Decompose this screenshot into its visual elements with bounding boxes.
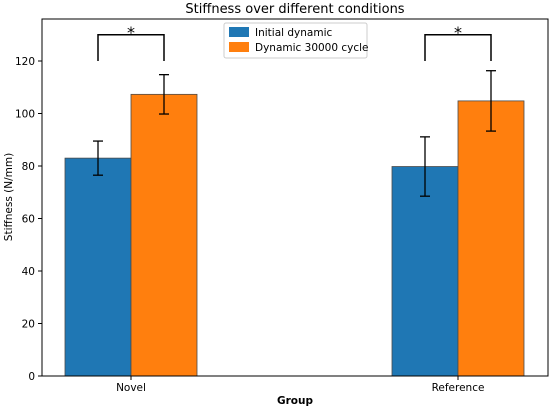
legend-box [223, 22, 368, 59]
legend-swatch-dynamic-30000-cycle [229, 42, 249, 52]
x-tick-label: Reference [432, 382, 485, 394]
significance-bracket [97, 34, 165, 61]
y-tick-label: 80 [22, 161, 35, 173]
significance-star: * [127, 23, 135, 42]
plot-area: 0 20 40 60 80 100 120 Novel Reference * * [15, 23, 525, 394]
bar-initial-dynamic-reference [391, 166, 459, 377]
bar-dynamic-30000-cycle-reference [457, 100, 525, 377]
y-tick-label: 40 [22, 266, 35, 278]
y-tick-label: 20 [22, 319, 35, 331]
bar-initial-dynamic-novel [64, 157, 132, 377]
y-tick-label: 60 [22, 214, 35, 226]
y-tick-label: 120 [15, 56, 35, 68]
y-tick-label: 100 [15, 109, 35, 121]
legend-label-dynamic-30000-cycle: Dynamic 30000 cycle [255, 42, 369, 54]
legend-swatch-initial-dynamic [229, 27, 249, 37]
significance-star: * [454, 23, 462, 42]
significance-bracket [424, 34, 492, 61]
x-tick-label: Novel [116, 382, 146, 394]
chart-title: Stiffness over different conditions [185, 2, 404, 17]
x-axis-label: Group [277, 395, 313, 407]
plot-frame [41, 18, 549, 377]
y-axis-label: Stiffness (N/mm) [3, 153, 15, 241]
legend: Initial dynamic Dynamic 30000 cycle [223, 22, 369, 59]
legend-label-initial-dynamic: Initial dynamic [255, 27, 333, 39]
bar-dynamic-30000-cycle-novel [130, 93, 198, 377]
y-tick-label: 0 [28, 371, 35, 383]
